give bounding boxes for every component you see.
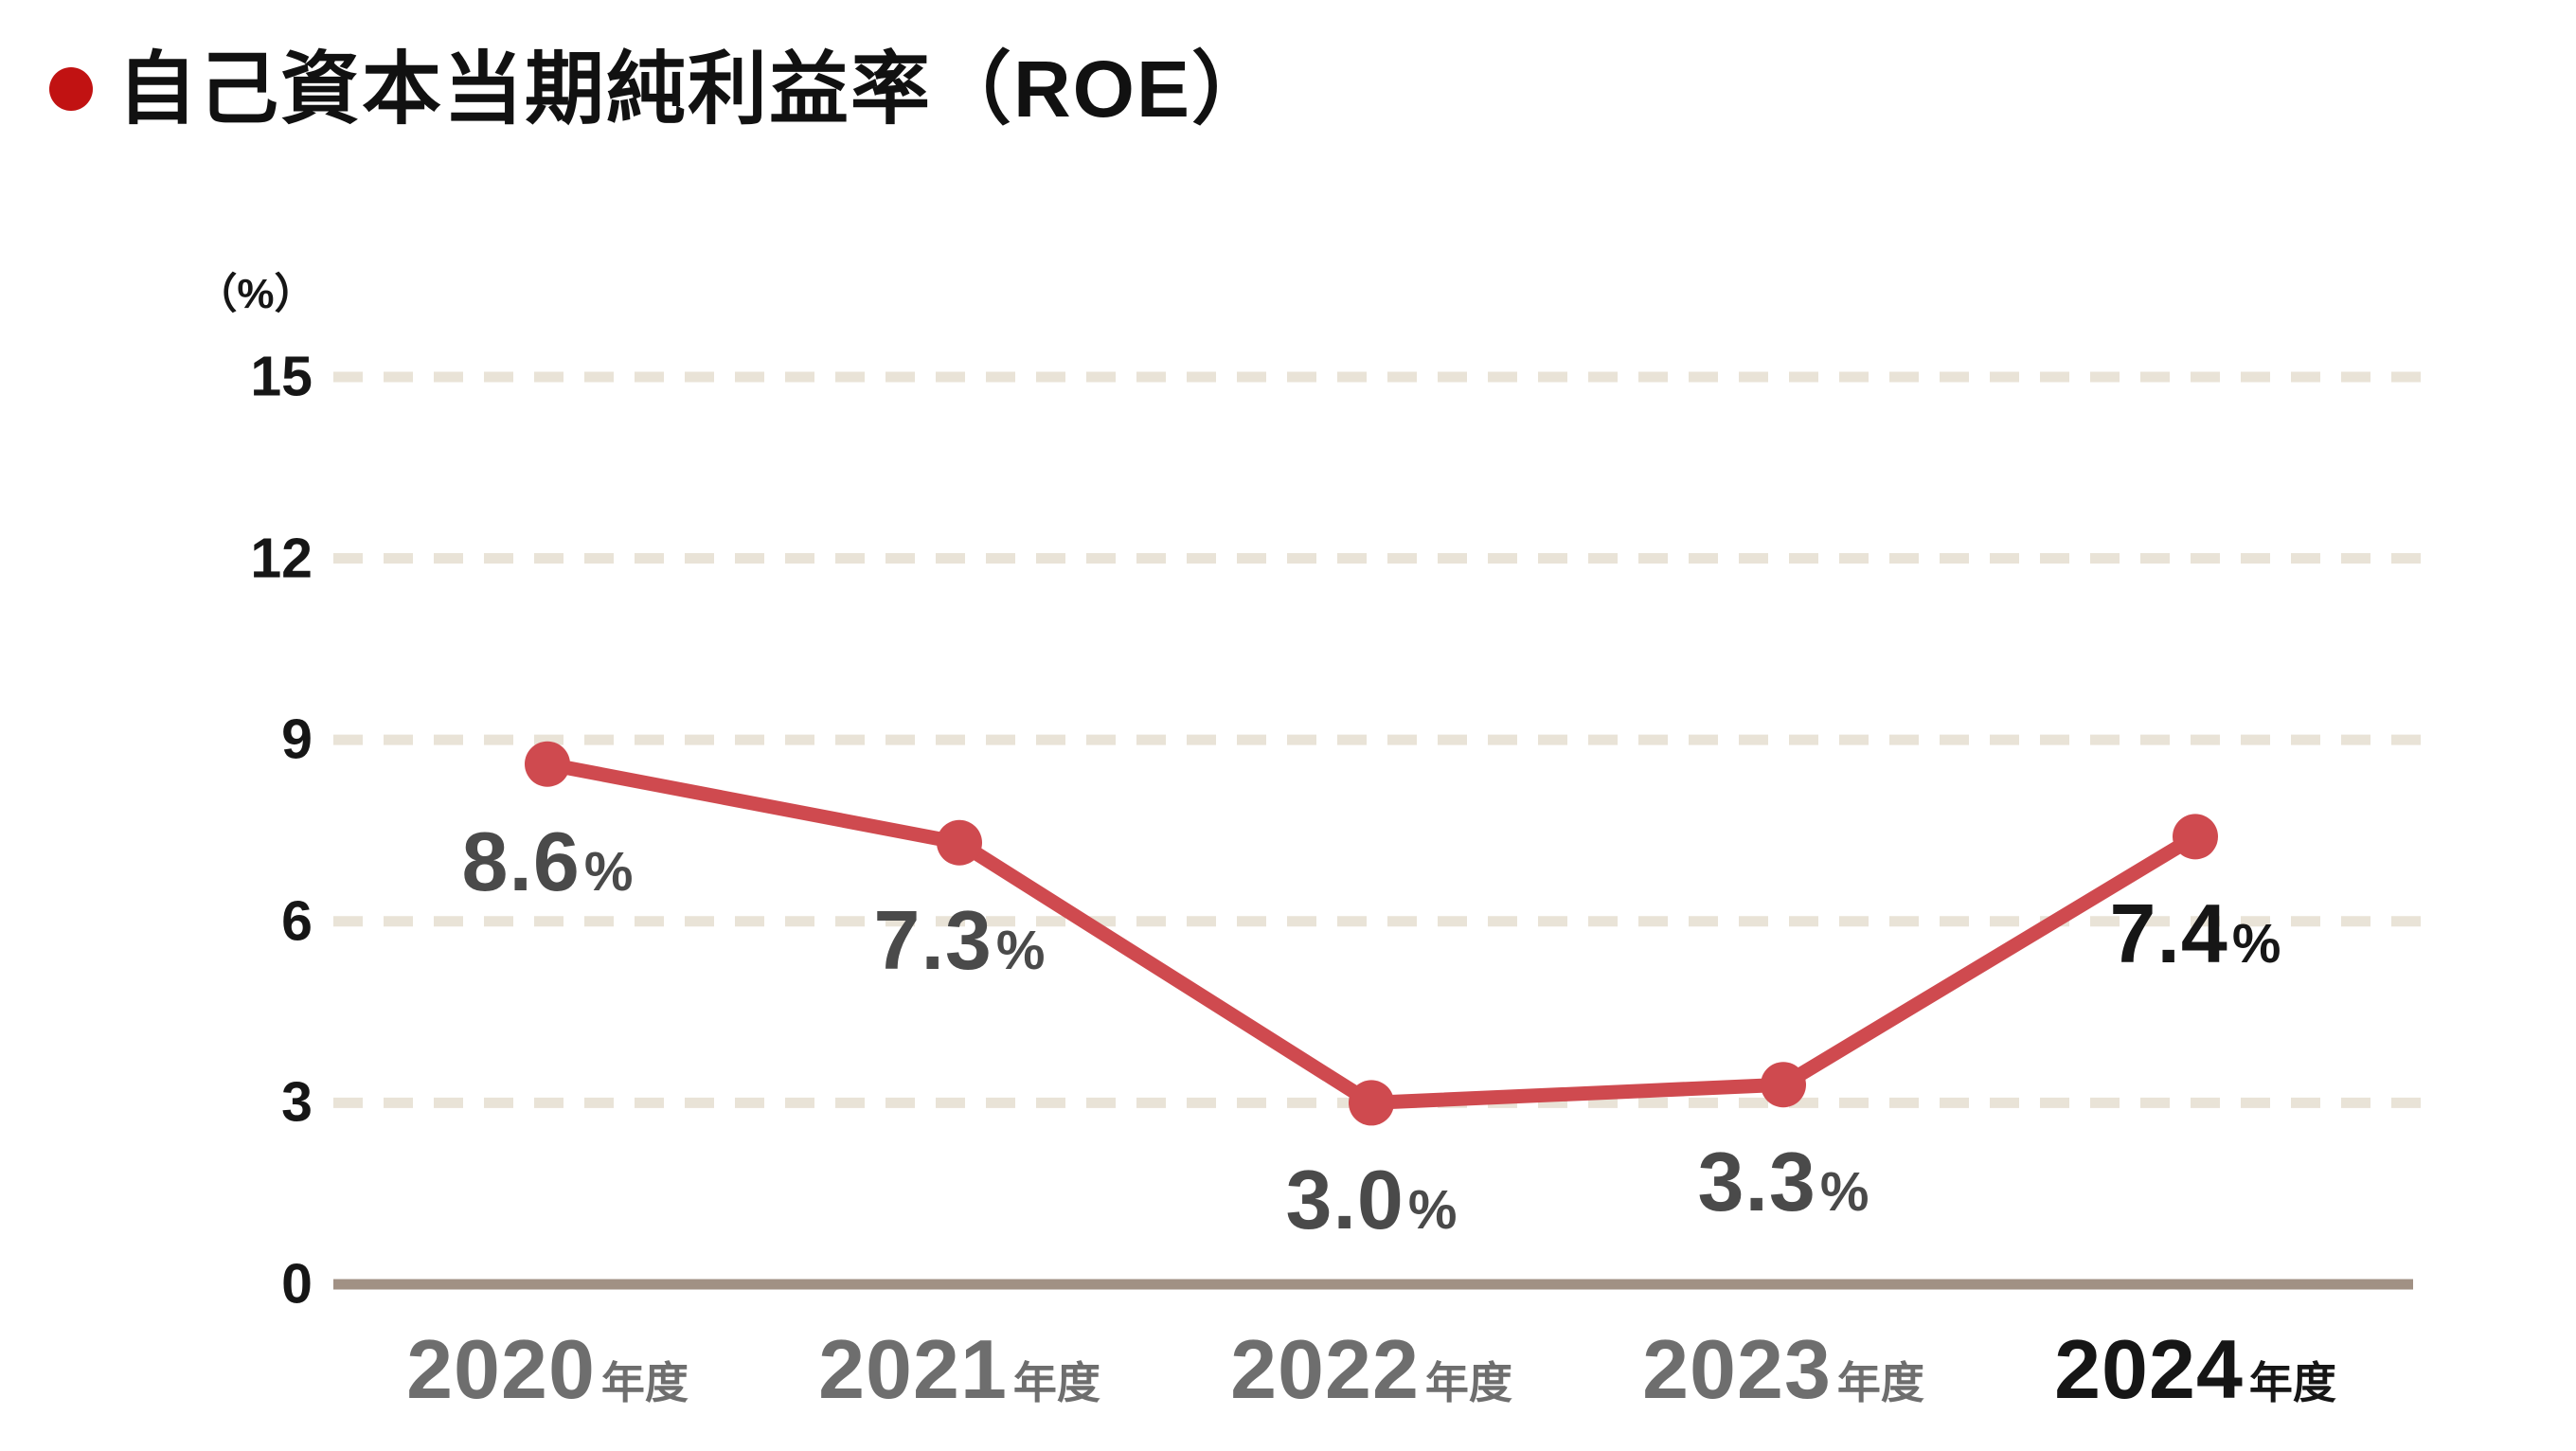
y-axis-tick-label: 0	[281, 1252, 313, 1316]
y-axis-tick-label: 9	[281, 708, 313, 771]
data-label: 7.3%	[874, 898, 1046, 982]
x-axis-label-2023: 2023 年度	[1642, 1328, 1924, 1411]
fiscal-year-suffix: 年度	[600, 1358, 689, 1407]
data-point-marker	[1349, 1080, 1394, 1126]
percent-suffix: %	[995, 919, 1046, 981]
percent-suffix: %	[2231, 913, 2281, 976]
data-value-text: 7.3	[873, 892, 993, 987]
fiscal-year-suffix: 年度	[1424, 1358, 1512, 1407]
data-point-marker	[2173, 814, 2218, 860]
fiscal-year-suffix: 年度	[2248, 1358, 2336, 1407]
data-label: 3.3%	[1698, 1140, 1869, 1224]
percent-suffix: %	[583, 840, 634, 903]
x-axis-label-2022: 2022 年度	[1230, 1328, 1512, 1411]
title-bullet-icon	[49, 67, 93, 112]
data-point-marker	[525, 741, 570, 787]
year-text: 2024	[2054, 1322, 2244, 1416]
x-axis-label-2024: 2024 年度	[2054, 1328, 2336, 1411]
x-axis-label-2020: 2020 年度	[406, 1328, 689, 1411]
y-axis-tick-label: 12	[250, 527, 313, 590]
year-text: 2021	[818, 1322, 1008, 1416]
data-point-marker	[1761, 1062, 1806, 1108]
data-point-marker	[937, 819, 982, 866]
y-axis-tick-label: 15	[250, 345, 313, 408]
x-axis-label-2021: 2021 年度	[818, 1328, 1100, 1411]
year-text: 2020	[406, 1322, 596, 1416]
chart-title: 自己資本当期純利益率（ROE）	[117, 45, 1274, 134]
year-text: 2023	[1642, 1322, 1832, 1416]
data-line	[546, 757, 2199, 1110]
data-value-text: 3.3	[1697, 1135, 1816, 1229]
percent-suffix: %	[1407, 1179, 1458, 1242]
data-label: 7.4%	[2110, 892, 2281, 976]
y-axis-tick-label: 6	[281, 889, 313, 953]
data-label: 3.0%	[1286, 1158, 1458, 1242]
chart-title-row: 自己資本当期純利益率（ROE）	[49, 45, 1273, 133]
year-text: 2022	[1230, 1322, 1420, 1416]
y-axis-unit-label: （%）	[195, 271, 316, 317]
data-value-text: 3.0	[1285, 1153, 1404, 1247]
data-value-text: 8.6	[461, 814, 581, 908]
y-axis-tick-label: 3	[281, 1070, 313, 1134]
data-label: 8.6%	[462, 819, 634, 904]
fiscal-year-suffix: 年度	[1836, 1358, 1924, 1407]
percent-suffix: %	[1819, 1161, 1869, 1224]
data-value-text: 7.4	[2109, 887, 2228, 981]
fiscal-year-suffix: 年度	[1012, 1358, 1100, 1407]
